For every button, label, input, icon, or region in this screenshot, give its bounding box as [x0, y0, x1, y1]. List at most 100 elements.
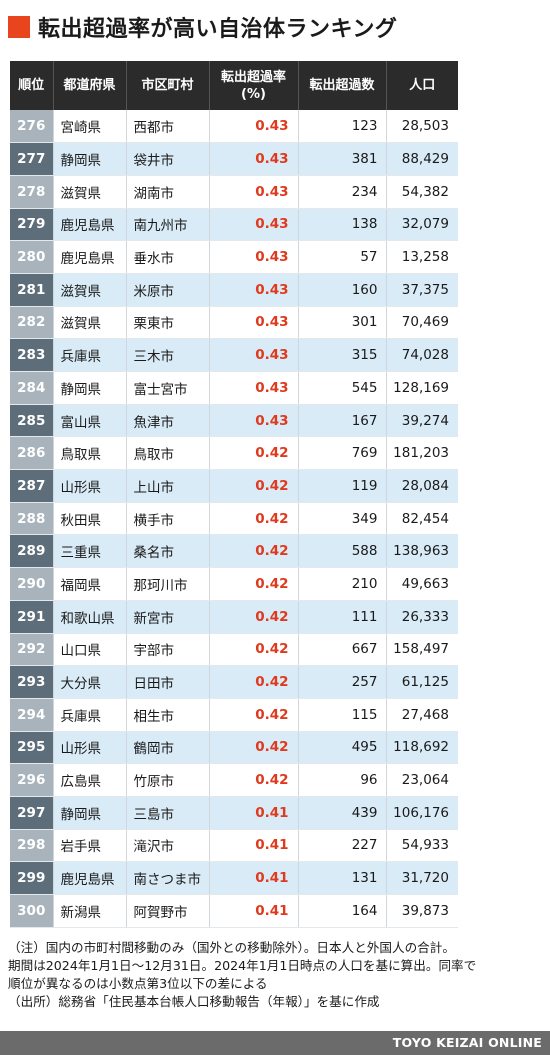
rate-cell: 0.43	[209, 273, 299, 307]
table-row: 293 大分県 日田市 0.42 257 61,125	[10, 665, 458, 699]
rate-cell: 0.42	[209, 698, 299, 732]
excess-cell: 439	[298, 796, 387, 830]
pop-cell: 23,064	[386, 763, 458, 797]
table-row: 287 山形県 上山市 0.42 119 28,084	[10, 469, 458, 503]
pref-cell: 兵庫県	[53, 698, 127, 732]
table-header-row: 順位 都道府県 市区町村 転出超過率 (%) 転出超過数 人口	[10, 61, 458, 110]
city-cell: 新宮市	[126, 600, 210, 634]
pref-cell: 鹿児島県	[53, 208, 127, 242]
city-cell: 宇部市	[126, 633, 210, 667]
table-row: 284 静岡県 富士宮市 0.43 545 128,169	[10, 371, 458, 405]
rank-cell: 295	[10, 731, 54, 765]
notes: （注）国内の市町村間移動のみ（国外との移動除外）。日本人と外国人の合計。 期間は…	[8, 939, 543, 1011]
city-cell: 南さつま市	[126, 861, 210, 895]
excess-cell: 349	[298, 502, 387, 536]
table-body: 276 宮崎県 西都市 0.43 123 28,503 277 静岡県 袋井市 0.43 381 88…	[10, 110, 458, 928]
table-row: 292 山口県 宇部市 0.42 667 158,497	[10, 633, 458, 667]
excess-cell: 123	[298, 110, 387, 144]
pref-cell: 大分県	[53, 665, 127, 699]
rank-cell: 299	[10, 861, 54, 895]
table-row: 298 岩手県 滝沢市 0.41 227 54,933	[10, 829, 458, 863]
table-row: 281 滋賀県 米原市 0.43 160 37,375	[10, 273, 458, 307]
pop-cell: 39,274	[386, 404, 458, 438]
pref-cell: 滋賀県	[53, 175, 127, 209]
pref-cell: 静岡県	[53, 796, 127, 830]
rate-cell: 0.42	[209, 502, 299, 536]
pop-cell: 82,454	[386, 502, 458, 536]
excess-cell: 227	[298, 829, 387, 863]
table-row: 290 福岡県 那珂川市 0.42 210 49,663	[10, 567, 458, 601]
city-cell: 魚津市	[126, 404, 210, 438]
city-cell: 西都市	[126, 110, 210, 144]
table-row: 288 秋田県 横手市 0.42 349 82,454	[10, 502, 458, 536]
rank-cell: 280	[10, 240, 54, 274]
rank-cell: 278	[10, 175, 54, 209]
excess-cell: 495	[298, 731, 387, 765]
rate-cell: 0.42	[209, 731, 299, 765]
table-row: 282 滋賀県 栗東市 0.43 301 70,469	[10, 306, 458, 340]
rate-cell: 0.43	[209, 371, 299, 405]
table-row: 291 和歌山県 新宮市 0.42 111 26,333	[10, 600, 458, 634]
pref-cell: 和歌山県	[53, 600, 127, 634]
pop-cell: 118,692	[386, 731, 458, 765]
rate-cell: 0.42	[209, 436, 299, 471]
city-cell: 袋井市	[126, 142, 210, 176]
city-cell: 滝沢市	[126, 829, 210, 863]
rank-cell: 291	[10, 600, 54, 634]
footer-brand: TOYO KEIZAI ONLINE	[392, 1035, 542, 1050]
header-rate-label: 転出超過率	[220, 69, 286, 85]
pref-cell: 宮崎県	[53, 110, 127, 144]
source-line: （出所）総務省「住民基本台帳人口移動報告（年報）」を基に作成	[8, 994, 380, 1009]
pop-cell: 28,503	[386, 110, 458, 144]
rank-cell: 285	[10, 404, 54, 438]
city-cell: 相生市	[126, 698, 210, 732]
pop-cell: 27,468	[386, 698, 458, 732]
rate-cell: 0.41	[209, 894, 299, 928]
city-cell: 南九州市	[126, 208, 210, 242]
rank-cell: 290	[10, 567, 54, 601]
pop-cell: 54,933	[386, 829, 458, 863]
rank-cell: 281	[10, 273, 54, 307]
note-line: 順位が異なるのは小数点第3位以下の差による	[8, 976, 268, 991]
pop-cell: 26,333	[386, 600, 458, 634]
table-row: 300 新潟県 阿賀野市 0.41 164 39,873	[10, 894, 458, 928]
excess-cell: 381	[298, 142, 387, 176]
pop-cell: 54,382	[386, 175, 458, 209]
city-cell: 横手市	[126, 502, 210, 536]
city-cell: 三木市	[126, 338, 210, 372]
rate-cell: 0.42	[209, 665, 299, 699]
pop-cell: 138,963	[386, 534, 458, 569]
excess-cell: 164	[298, 894, 387, 928]
city-cell: 竹原市	[126, 763, 210, 797]
header-rank: 順位	[10, 61, 54, 110]
city-cell: 鶴岡市	[126, 731, 210, 765]
pref-cell: 秋田県	[53, 502, 127, 536]
pop-cell: 61,125	[386, 665, 458, 699]
pop-cell: 13,258	[386, 240, 458, 274]
pop-cell: 31,720	[386, 861, 458, 895]
pref-cell: 広島県	[53, 763, 127, 797]
excess-cell: 545	[298, 371, 387, 405]
pref-cell: 滋賀県	[53, 273, 127, 307]
excess-cell: 588	[298, 534, 387, 569]
rank-cell: 296	[10, 763, 54, 797]
pref-cell: 鳥取県	[53, 436, 127, 471]
header-population: 人口	[386, 61, 458, 110]
rate-cell: 0.42	[209, 469, 299, 503]
table-row: 294 兵庫県 相生市 0.42 115 27,468	[10, 698, 458, 732]
rate-cell: 0.42	[209, 534, 299, 569]
pop-cell: 106,176	[386, 796, 458, 830]
rank-cell: 289	[10, 534, 54, 569]
table-row: 283 兵庫県 三木市 0.43 315 74,028	[10, 338, 458, 372]
city-cell: 日田市	[126, 665, 210, 699]
city-cell: 栗東市	[126, 306, 210, 340]
table-row: 276 宮崎県 西都市 0.43 123 28,503	[10, 110, 458, 144]
rank-cell: 287	[10, 469, 54, 503]
rate-cell: 0.41	[209, 829, 299, 863]
pop-cell: 28,084	[386, 469, 458, 503]
pref-cell: 鹿児島県	[53, 861, 127, 895]
pop-cell: 158,497	[386, 633, 458, 667]
pref-cell: 山形県	[53, 731, 127, 765]
page-title: 転出超過率が高い自治体ランキング	[38, 17, 398, 42]
pop-cell: 181,203	[386, 436, 458, 471]
